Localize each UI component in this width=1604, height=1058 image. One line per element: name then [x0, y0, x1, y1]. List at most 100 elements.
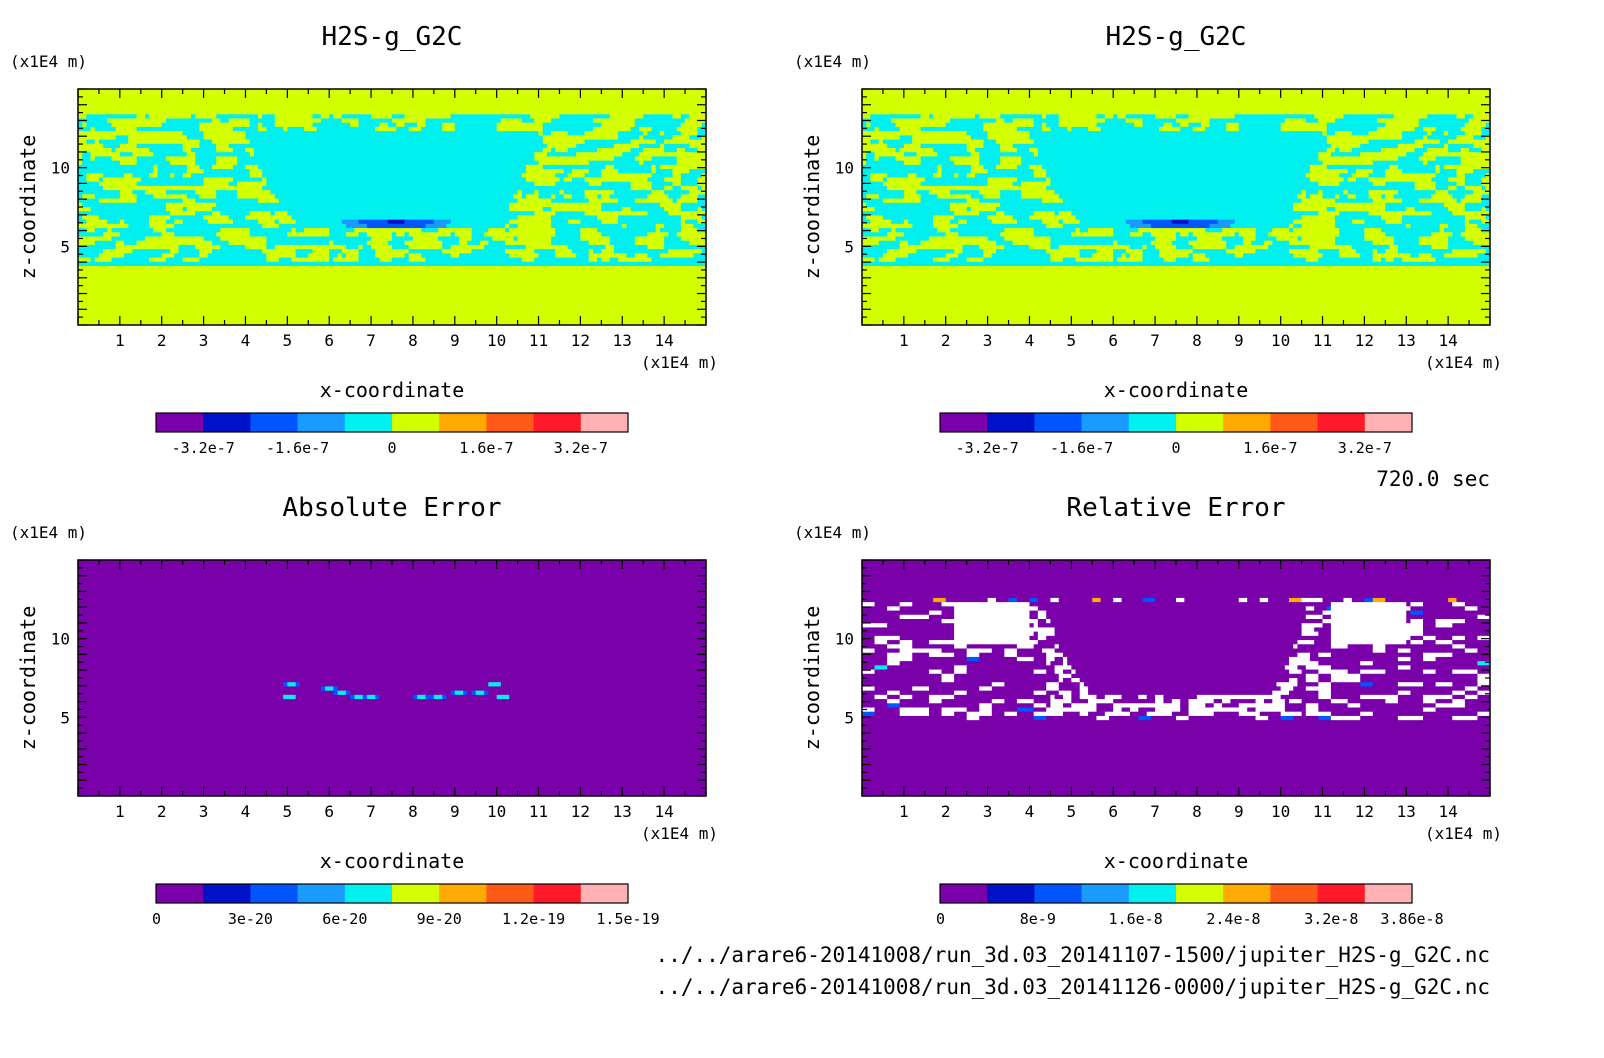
heatmap-cell: [166, 161, 171, 166]
heatmap-cell: [388, 148, 393, 153]
heatmap-cell: [178, 169, 183, 174]
heatmap-cell: [580, 144, 585, 149]
heatmap-cell: [685, 182, 690, 187]
heatmap-cell: [162, 178, 167, 183]
heatmap-cell: [434, 144, 439, 149]
heatmap-cell: [551, 127, 556, 132]
heatmap-cell: [321, 194, 326, 199]
heatmap-cell: [685, 135, 690, 140]
heatmap-cell: [585, 203, 590, 208]
heatmap-cell: [91, 102, 96, 107]
heatmap-cell: [292, 127, 297, 132]
heatmap-cell: [492, 119, 497, 124]
heatmap-cell: [275, 224, 280, 229]
heatmap-cell: [673, 190, 678, 195]
heatmap-cell: [501, 182, 506, 187]
heatmap-cell: [673, 220, 678, 225]
heatmap-cell: [346, 178, 351, 183]
heatmap-cell: [162, 194, 167, 199]
heatmap-cell: [124, 135, 129, 140]
heatmap-cell: [413, 182, 418, 187]
heatmap-cell: [681, 152, 686, 157]
heatmap-cell: [262, 123, 267, 128]
heatmap-cell: [480, 127, 485, 132]
heatmap-cell: [568, 173, 573, 178]
heatmap-cell: [488, 207, 493, 212]
heatmap-cell: [124, 102, 129, 107]
heatmap-cell: [572, 97, 577, 102]
heatmap-cell: [455, 224, 460, 229]
heatmap-cell: [559, 224, 564, 229]
heatmap-cell: [664, 152, 669, 157]
heatmap-cell: [647, 220, 652, 225]
heatmap-cell: [585, 114, 590, 119]
heatmap-cell: [530, 178, 535, 183]
heatmap-cell: [91, 165, 96, 170]
heatmap-cell: [266, 114, 271, 119]
heatmap-cell: [379, 194, 384, 199]
heatmap-cell: [132, 119, 137, 124]
heatmap-cell: [86, 190, 91, 195]
heatmap-cell: [233, 199, 238, 204]
heatmap-cell: [178, 165, 183, 170]
heatmap-cell: [375, 123, 380, 128]
heatmap-cell: [413, 110, 418, 115]
heatmap-cell: [342, 178, 347, 183]
heatmap-cell: [216, 123, 221, 128]
heatmap-cell: [497, 203, 502, 208]
heatmap-cell: [262, 228, 267, 233]
heatmap-cell: [430, 135, 435, 140]
heatmap-cell: [555, 123, 560, 128]
heatmap-cell: [400, 131, 405, 136]
heatmap-cell: [580, 135, 585, 140]
heatmap-cell: [631, 169, 636, 174]
heatmap-cell: [438, 102, 443, 107]
heatmap-cell: [82, 127, 87, 132]
heatmap-cell: [668, 211, 673, 216]
heatmap-cell: [530, 190, 535, 195]
heatmap-cell: [329, 123, 334, 128]
heatmap-cell: [601, 148, 606, 153]
heatmap-cell: [509, 123, 514, 128]
heatmap-cell: [321, 224, 326, 229]
heatmap-cell: [543, 152, 548, 157]
heatmap-cell: [430, 140, 435, 145]
heatmap-cell: [120, 127, 125, 132]
heatmap-cell: [689, 152, 694, 157]
heatmap-cell: [225, 102, 230, 107]
heatmap-cell: [480, 135, 485, 140]
heatmap-cell: [530, 106, 535, 111]
heatmap-cell: [698, 186, 703, 191]
heatmap-cell: [132, 156, 137, 161]
heatmap-cell: [241, 148, 246, 153]
heatmap-cell: [359, 131, 364, 136]
heatmap-cell: [568, 194, 573, 199]
heatmap-cell: [451, 123, 456, 128]
heatmap-cell: [413, 224, 418, 229]
heatmap-cell: [170, 127, 175, 132]
heatmap-cell: [413, 203, 418, 208]
heatmap-cell: [551, 110, 556, 115]
heatmap-cell: [329, 114, 334, 119]
heatmap-cell: [421, 203, 426, 208]
heatmap-cell: [572, 106, 577, 111]
heatmap-cell: [304, 106, 309, 111]
heatmap-cell: [455, 119, 460, 124]
heatmap-cell: [455, 131, 460, 136]
heatmap-cell: [342, 114, 347, 119]
heatmap-cell: [338, 203, 343, 208]
heatmap-cell: [266, 97, 271, 102]
heatmap-cell: [585, 119, 590, 124]
heatmap-cell: [141, 203, 146, 208]
heatmap-cell: [693, 114, 698, 119]
heatmap-cell: [693, 102, 698, 107]
heatmap-cell: [601, 110, 606, 115]
heatmap-cell: [111, 110, 116, 115]
heatmap-cell: [526, 148, 531, 153]
heatmap-cell: [543, 131, 548, 136]
heatmap-cell: [647, 199, 652, 204]
heatmap-cell: [229, 135, 234, 140]
heatmap-cell: [446, 169, 451, 174]
heatmap-cell: [350, 182, 355, 187]
heatmap-cell: [237, 135, 242, 140]
